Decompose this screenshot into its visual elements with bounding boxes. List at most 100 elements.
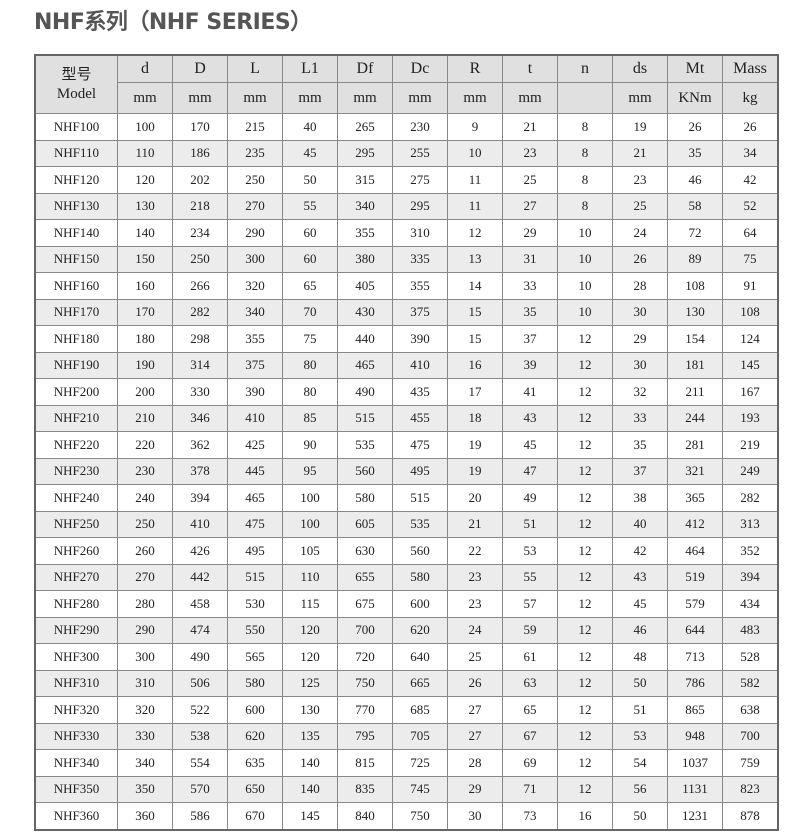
value-cell: 483	[722, 616, 779, 644]
unit-header: mm	[612, 82, 668, 114]
value-cell: 313	[722, 510, 779, 538]
value-cell: 495	[392, 457, 448, 485]
value-cell: 640	[392, 643, 448, 671]
value-cell: 90	[282, 431, 338, 459]
value-cell: 30	[447, 802, 503, 830]
value-cell: 16	[557, 802, 613, 830]
value-cell: 56	[612, 775, 668, 803]
value-cell: 360	[117, 802, 173, 830]
value-cell: 390	[227, 378, 283, 406]
value-cell: 700	[722, 722, 779, 750]
value-cell: 795	[337, 722, 393, 750]
value-cell: 650	[227, 775, 283, 803]
value-cell: 110	[282, 563, 338, 591]
value-cell: 270	[227, 192, 283, 220]
model-cell: NHF320	[34, 696, 118, 724]
value-cell: 378	[172, 457, 228, 485]
table-row: NHF210 210 346 410 85 515 455 18 43 12 33 244 193	[34, 404, 779, 432]
value-cell: 315	[337, 166, 393, 194]
value-cell: 490	[172, 643, 228, 671]
model-cell: NHF350	[34, 775, 118, 803]
model-cell: NHF140	[34, 219, 118, 247]
value-cell: 34	[722, 139, 779, 167]
value-cell: 35	[502, 298, 558, 326]
value-cell: 65	[282, 272, 338, 300]
value-cell: 63	[502, 669, 558, 697]
unit-header: mm	[282, 82, 338, 114]
value-cell: 12	[557, 722, 613, 750]
value-cell: 43	[502, 404, 558, 432]
value-cell: 24	[612, 219, 668, 247]
value-cell: 160	[117, 272, 173, 300]
value-cell: 45	[282, 139, 338, 167]
value-cell: 26	[722, 113, 779, 141]
value-cell: 455	[392, 404, 448, 432]
value-cell: 495	[227, 537, 283, 565]
value-cell: 865	[667, 696, 723, 724]
value-cell: 37	[612, 457, 668, 485]
value-cell: 560	[337, 457, 393, 485]
value-cell: 120	[117, 166, 173, 194]
value-cell: 186	[172, 139, 228, 167]
value-cell: 211	[667, 378, 723, 406]
value-cell: 12	[557, 404, 613, 432]
value-cell: 89	[667, 245, 723, 273]
value-cell: 275	[392, 166, 448, 194]
value-cell: 51	[502, 510, 558, 538]
value-cell: 10	[557, 298, 613, 326]
value-cell: 200	[117, 378, 173, 406]
value-cell: 700	[337, 616, 393, 644]
value-cell: 394	[172, 484, 228, 512]
value-cell: 53	[612, 722, 668, 750]
value-cell: 250	[227, 166, 283, 194]
value-cell: 23	[502, 139, 558, 167]
value-cell: 878	[722, 802, 779, 830]
value-cell: 12	[557, 749, 613, 777]
model-cell: NHF230	[34, 457, 118, 485]
value-cell: 685	[392, 696, 448, 724]
value-cell: 515	[337, 404, 393, 432]
value-cell: 54	[612, 749, 668, 777]
value-cell: 170	[172, 113, 228, 141]
value-cell: 535	[337, 431, 393, 459]
value-cell: 39	[502, 351, 558, 379]
value-cell: 445	[227, 457, 283, 485]
value-cell: 30	[612, 298, 668, 326]
model-cell: NHF170	[34, 298, 118, 326]
model-cell: NHF310	[34, 669, 118, 697]
value-cell: 48	[612, 643, 668, 671]
value-cell: 16	[447, 351, 503, 379]
value-cell: 120	[282, 643, 338, 671]
value-cell: 675	[337, 590, 393, 618]
table-row: NHF300 300 490 565 120 720 640 25 61 12 48 713 528	[34, 643, 779, 671]
value-cell: 298	[172, 325, 228, 353]
model-cell: NHF150	[34, 245, 118, 273]
value-cell: 26	[612, 245, 668, 273]
value-cell: 12	[557, 590, 613, 618]
value-cell: 124	[722, 325, 779, 353]
unit-header: mm	[172, 82, 228, 114]
value-cell: 522	[172, 696, 228, 724]
value-cell: 64	[722, 219, 779, 247]
table-row: NHF260 260 426 495 105 630 560 22 53 12 42 464 352	[34, 537, 779, 565]
value-cell: 29	[502, 219, 558, 247]
model-cell: NHF120	[34, 166, 118, 194]
value-cell: 600	[392, 590, 448, 618]
value-cell: 330	[117, 722, 173, 750]
value-cell: 644	[667, 616, 723, 644]
value-cell: 320	[227, 272, 283, 300]
table-row: NHF330 330 538 620 135 795 705 27 67 12 53 948 700	[34, 722, 779, 750]
value-cell: 580	[337, 484, 393, 512]
value-cell: 26	[447, 669, 503, 697]
value-cell: 410	[172, 510, 228, 538]
value-cell: 29	[447, 775, 503, 803]
value-cell: 55	[502, 563, 558, 591]
value-cell: 110	[117, 139, 173, 167]
value-cell: 14	[447, 272, 503, 300]
value-cell: 10	[557, 272, 613, 300]
table-row: NHF190 190 314 375 80 465 410 16 39 12 30 181 145	[34, 351, 779, 379]
value-cell: 310	[117, 669, 173, 697]
value-cell: 434	[722, 590, 779, 618]
value-cell: 335	[392, 245, 448, 273]
value-cell: 320	[117, 696, 173, 724]
